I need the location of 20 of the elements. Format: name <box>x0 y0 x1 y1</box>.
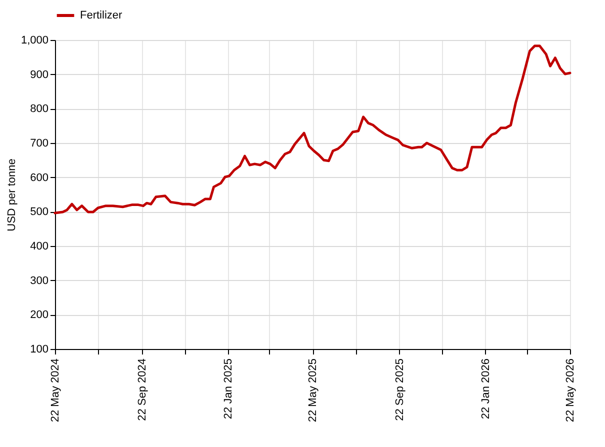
y-tick-label: 1,000 <box>20 34 48 46</box>
y-tick-label: 500 <box>30 206 48 218</box>
y-tick-label: 100 <box>30 344 48 356</box>
y-tick-label: 400 <box>30 240 48 252</box>
y-tick-label: 300 <box>30 274 48 287</box>
x-tick-label: 22 May 2025 <box>307 358 319 422</box>
y-tick-label: 200 <box>30 309 48 322</box>
x-tick-label: 22 May 2024 <box>50 358 62 422</box>
y-tick-label: 900 <box>30 68 48 81</box>
y-axis-title: USD per tonne <box>6 158 18 232</box>
x-tick-label: 22 Jan 2026 <box>480 358 492 420</box>
y-tick-label: 600 <box>30 172 48 184</box>
legend-label: Fertilizer <box>80 10 123 22</box>
x-tick-label: 22 Sep 2025 <box>394 358 406 421</box>
line-series <box>54 44 572 214</box>
y-tick-label: 800 <box>30 103 48 116</box>
x-tick-label: 22 Jan 2025 <box>222 358 234 420</box>
y-tick-label: 700 <box>30 138 48 150</box>
x-tick-label: 22 Sep 2024 <box>136 358 148 421</box>
x-tick-label: 22 May 2026 <box>564 358 576 422</box>
